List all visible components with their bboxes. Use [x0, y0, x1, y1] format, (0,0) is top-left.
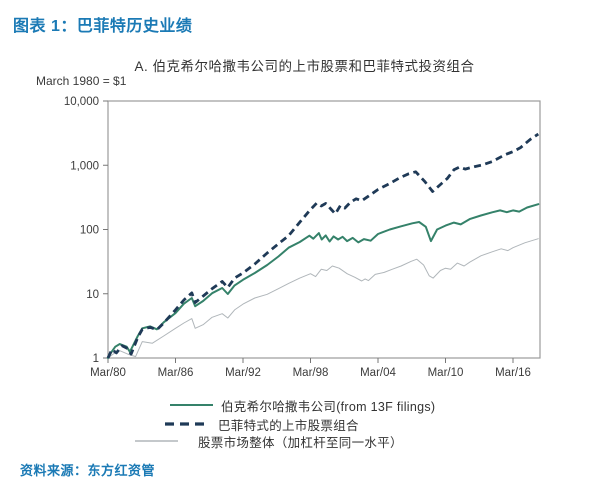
legend-item-buffett-style: 巴菲特式的上市股票组合	[165, 417, 359, 433]
legend-line-sample-market	[135, 440, 178, 442]
series-line	[106, 132, 540, 359]
series-line	[107, 203, 540, 359]
legend-label-berkshire: 伯克希尔哈撒韦公司(from 13F filings)	[221, 399, 436, 414]
legend-line-sample-buffett-style	[165, 422, 209, 426]
x-tick-label: Mar/10	[428, 367, 464, 379]
chart-panel-title: A. 伯克希尔哈撒韦公司的上市股票和巴菲特式投资组合	[134, 59, 475, 74]
plot-border	[107, 100, 541, 359]
x-tick-label: Mar/98	[293, 367, 329, 379]
source-note: 资料来源：东方红资管	[20, 463, 156, 478]
x-tick-label: Mar/16	[495, 367, 531, 379]
y-tick-label: 10	[86, 289, 99, 301]
legend-line-sample-berkshire	[170, 404, 213, 406]
x-tick-label: Mar/04	[360, 367, 396, 379]
y-tick-label: 1,000	[70, 160, 99, 172]
legend-label-market: 股票市场整体（加杠杆至同一水平）	[198, 435, 403, 450]
y-axis-unit-note: March 1980 = $1	[36, 74, 127, 88]
series-line	[107, 238, 539, 359]
y-tick-label: 100	[80, 225, 99, 237]
y-tick-label: 1	[93, 353, 99, 365]
legend-item-berkshire: 伯克希尔哈撒韦公司(from 13F filings)	[170, 398, 436, 414]
x-tick-label: Mar/92	[225, 367, 261, 379]
x-tick-label: Mar/80	[90, 367, 126, 379]
y-tick-label: 10,000	[64, 96, 99, 108]
legend-item-market: 股票市场整体（加杠杆至同一水平）	[135, 434, 403, 450]
x-tick-label: Mar/86	[158, 367, 194, 379]
legend-label-buffett-style: 巴菲特式的上市股票组合	[218, 418, 359, 433]
figure-title: 图表 1：巴菲特历史业绩	[13, 18, 193, 35]
